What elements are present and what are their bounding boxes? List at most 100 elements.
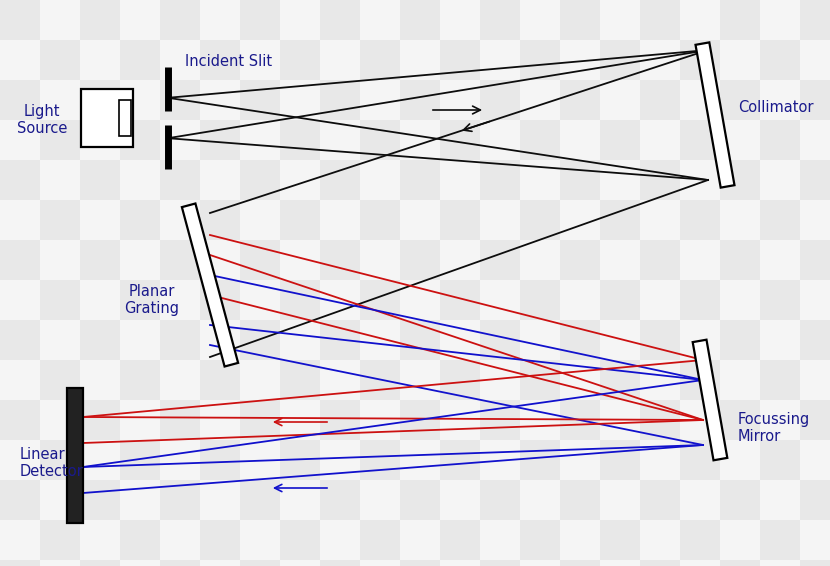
Bar [680, 280, 720, 320]
Bar [520, 400, 560, 440]
Bar [200, 440, 240, 480]
Bar [40, 440, 80, 480]
Bar [520, 480, 560, 520]
Bar [640, 560, 680, 566]
Bar [600, 280, 640, 320]
Bar [640, 240, 680, 280]
Bar [800, 40, 830, 80]
Bar [480, 0, 520, 40]
Bar [800, 320, 830, 360]
Bar [520, 0, 560, 40]
Bar [160, 400, 200, 440]
Bar [280, 280, 320, 320]
Bar [480, 360, 520, 400]
Bar [760, 0, 800, 40]
Bar [480, 320, 520, 360]
Bar [0, 320, 40, 360]
Text: Focussing
Mirror: Focussing Mirror [738, 412, 810, 444]
Bar [560, 240, 600, 280]
Bar [600, 80, 640, 120]
Bar [120, 480, 160, 520]
Bar [80, 360, 120, 400]
Bar [280, 400, 320, 440]
Bar [480, 80, 520, 120]
Bar [560, 320, 600, 360]
Bar [560, 560, 600, 566]
Bar [200, 40, 240, 80]
Bar [360, 160, 400, 200]
Bar [120, 280, 160, 320]
Bar [760, 360, 800, 400]
Bar [200, 0, 240, 40]
Bar [480, 560, 520, 566]
Bar [200, 280, 240, 320]
Bar [280, 320, 320, 360]
Bar [80, 280, 120, 320]
Bar [760, 120, 800, 160]
Bar [600, 320, 640, 360]
Bar [320, 200, 360, 240]
Bar [160, 360, 200, 400]
Bar [480, 120, 520, 160]
Bar [760, 560, 800, 566]
Bar [696, 42, 735, 187]
Bar [160, 120, 200, 160]
Bar [520, 200, 560, 240]
Bar [0, 0, 40, 40]
Text: Incident Slit: Incident Slit [185, 54, 272, 70]
Bar [560, 0, 600, 40]
Bar [200, 400, 240, 440]
Bar [760, 480, 800, 520]
Bar [400, 240, 440, 280]
Bar [280, 160, 320, 200]
Bar [640, 400, 680, 440]
Bar [160, 560, 200, 566]
Bar [0, 40, 40, 80]
Bar [40, 400, 80, 440]
Bar [720, 560, 760, 566]
Bar [400, 320, 440, 360]
Bar [0, 560, 40, 566]
Bar [80, 240, 120, 280]
Bar [720, 520, 760, 560]
Bar [680, 240, 720, 280]
Bar [280, 80, 320, 120]
Bar [640, 480, 680, 520]
Bar [640, 40, 680, 80]
Bar [240, 160, 280, 200]
Bar [600, 40, 640, 80]
Bar [200, 360, 240, 400]
Bar [600, 120, 640, 160]
Bar [40, 240, 80, 280]
Bar [360, 40, 400, 80]
Bar [80, 400, 120, 440]
Bar [440, 360, 480, 400]
Bar [280, 480, 320, 520]
Bar [240, 440, 280, 480]
Bar [760, 200, 800, 240]
Bar [40, 280, 80, 320]
Bar [320, 160, 360, 200]
Bar [800, 560, 830, 566]
Bar [120, 560, 160, 566]
Bar [40, 160, 80, 200]
Bar [800, 520, 830, 560]
Bar [280, 240, 320, 280]
Bar [520, 240, 560, 280]
Bar [40, 200, 80, 240]
Bar [440, 240, 480, 280]
Bar [120, 160, 160, 200]
Bar [120, 240, 160, 280]
Bar [760, 520, 800, 560]
Bar [520, 160, 560, 200]
Bar [800, 120, 830, 160]
Bar [320, 40, 360, 80]
Bar [480, 400, 520, 440]
Bar [400, 400, 440, 440]
Bar [600, 400, 640, 440]
Bar [160, 280, 200, 320]
Bar [80, 200, 120, 240]
Bar [560, 360, 600, 400]
Bar [440, 560, 480, 566]
Bar [520, 120, 560, 160]
